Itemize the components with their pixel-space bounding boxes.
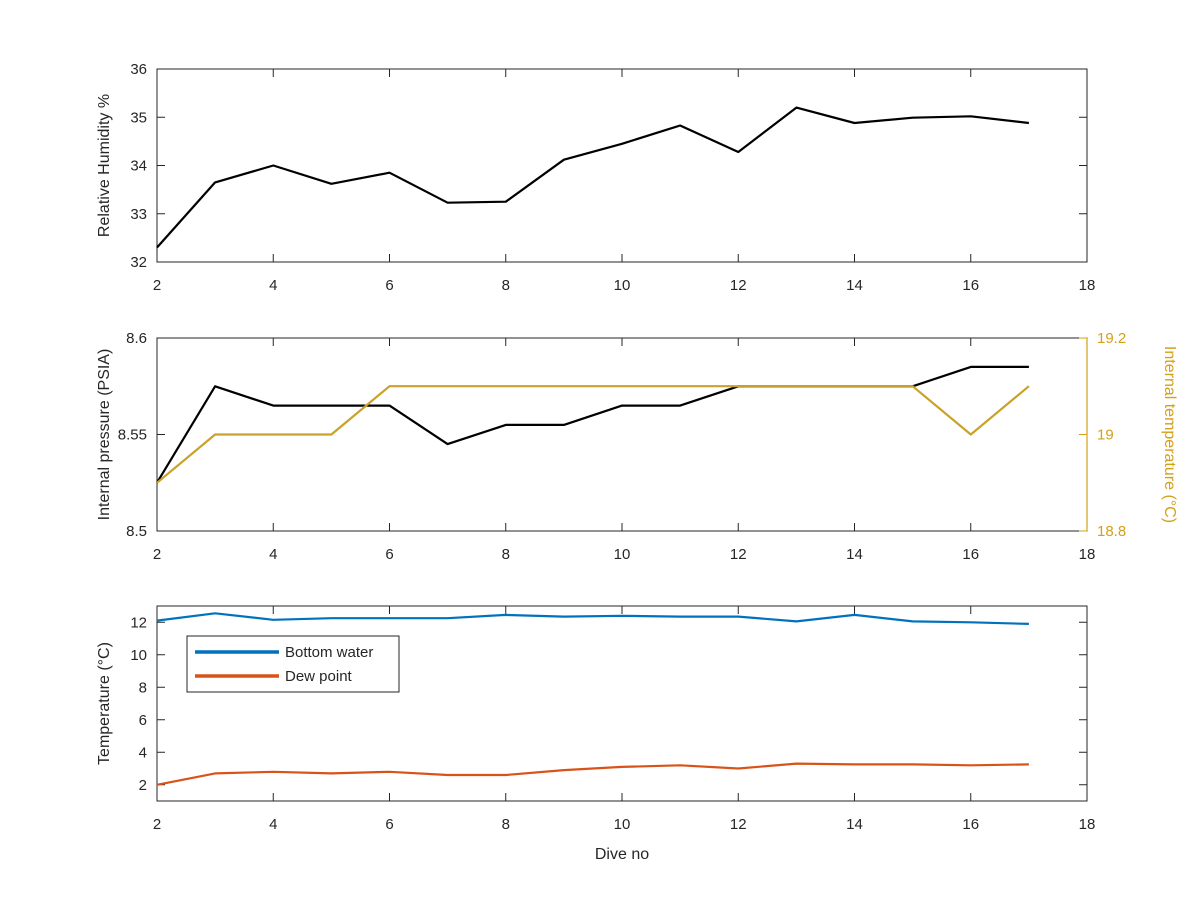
x-tick-label: 4 — [269, 816, 277, 833]
panel-1: 2 4 6 8 10 12 14 16 18 32 33 34 35 36 Relative Humidit… — [96, 61, 1095, 294]
x-tick-label: 12 — [730, 546, 747, 563]
y-tick-label: 8.55 — [118, 427, 147, 444]
y-tick-label: 8.6 — [126, 330, 147, 347]
x-tick-label: 18 — [1079, 546, 1096, 563]
x-tick-label: 16 — [962, 816, 979, 833]
x-tick-label: 12 — [730, 277, 747, 294]
x-tick-label: 6 — [385, 546, 393, 563]
y-tick-label: 10 — [130, 647, 147, 664]
y-tick-label: 4 — [139, 744, 147, 761]
x-tick-label: 6 — [385, 277, 393, 294]
x-tick-label: 10 — [614, 546, 631, 563]
y-tick-label: 8 — [139, 679, 147, 696]
legend: Bottom water Dew point — [186, 635, 400, 693]
legend-box — [186, 635, 400, 693]
y-tick-label: 8.5 — [126, 523, 147, 540]
x-tick-label: 10 — [614, 816, 631, 833]
y-tick-label: 32 — [130, 254, 147, 271]
legend-label: Bottom water — [285, 644, 373, 661]
x-tick-label: 16 — [962, 546, 979, 563]
y-axis-label-right: Internal temperature (°C) — [1161, 346, 1178, 523]
panel-3: 2 4 6 8 10 12 14 16 18 2 4 6 8 10 12 Temperature (°C) Di… — [96, 605, 1096, 863]
x-axis-label: Dive no — [595, 846, 649, 863]
y-tick-label: 35 — [130, 109, 147, 126]
y-tick-label-right: 19.2 — [1097, 330, 1126, 347]
x-tick-label: 16 — [962, 277, 979, 294]
y-tick-label: 36 — [130, 61, 147, 78]
legend-label: Dew point — [285, 668, 353, 685]
x-tick-label: 18 — [1079, 816, 1096, 833]
series-line-2 — [156, 385, 1030, 484]
x-tick-label: 8 — [502, 816, 510, 833]
x-tick-label: 2 — [153, 277, 161, 294]
x-tick-label: 8 — [502, 277, 510, 294]
series-line-1 — [156, 106, 1030, 249]
y-tick-label: 34 — [130, 158, 147, 175]
x-tick-label: 4 — [269, 546, 277, 563]
panel-2: 2 4 6 8 10 12 14 16 18 8.5 8.55 8.6 18.8 19 19.2 Intern… — [96, 330, 1178, 563]
y-tick-label: 6 — [139, 712, 147, 729]
x-tick-label: 2 — [153, 546, 161, 563]
series-bottom-water — [156, 612, 1029, 625]
x-tick-label: 14 — [846, 546, 863, 563]
x-tick-label: 10 — [614, 277, 631, 294]
y-axis-label: Internal pressure (PSIA) — [96, 349, 113, 521]
y-axis-label: Relative Humidity % — [96, 94, 113, 237]
series-dew-point — [156, 762, 1029, 786]
y-axis-label: Temperature (°C) — [96, 642, 113, 765]
y-tick-label-right: 19 — [1097, 427, 1114, 444]
x-tick-label: 6 — [385, 816, 393, 833]
y-tick-label: 2 — [139, 777, 147, 794]
x-tick-label: 14 — [846, 816, 863, 833]
x-tick-label: 12 — [730, 816, 747, 833]
x-tick-label: 8 — [502, 546, 510, 563]
x-tick-label: 14 — [846, 277, 863, 294]
x-tick-label: 18 — [1079, 277, 1096, 294]
x-tick-label: 2 — [153, 816, 161, 833]
plot-area — [156, 68, 1088, 263]
y-tick-label-right: 18.8 — [1097, 523, 1126, 540]
y-tick-label: 12 — [130, 614, 147, 631]
y-tick-label: 33 — [130, 206, 147, 223]
x-tick-label: 4 — [269, 277, 277, 294]
